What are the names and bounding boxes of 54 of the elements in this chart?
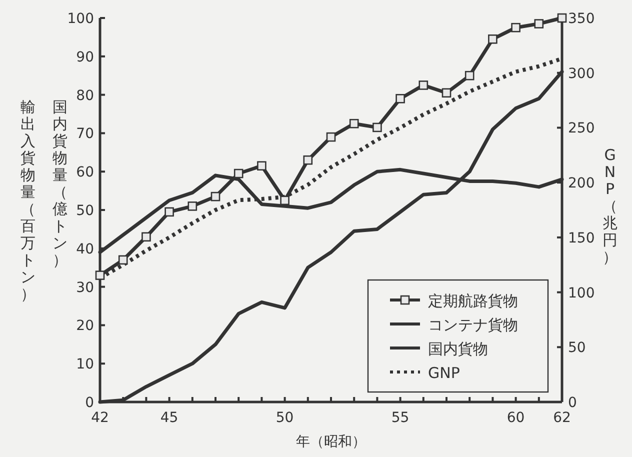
point bbox=[326, 132, 336, 142]
y-tick-label: 70 bbox=[76, 126, 94, 142]
y2-axis-title: GNP（兆円） bbox=[602, 146, 618, 266]
point bbox=[396, 94, 405, 104]
point bbox=[303, 155, 313, 165]
y2-tick-label: 350 bbox=[568, 11, 595, 27]
point bbox=[534, 19, 544, 28]
text: 国内貨物量（億トン） bbox=[52, 98, 68, 269]
y-tick-label: 90 bbox=[76, 49, 94, 66]
y-tick-label: 50 bbox=[76, 203, 94, 219]
point bbox=[349, 118, 359, 128]
y2-tick-label: 100 bbox=[568, 285, 595, 302]
point bbox=[372, 122, 382, 132]
y-tick-label: 80 bbox=[76, 88, 94, 104]
point bbox=[164, 207, 174, 217]
point bbox=[142, 232, 151, 242]
point bbox=[280, 196, 290, 206]
point bbox=[557, 13, 567, 23]
point bbox=[488, 34, 498, 44]
y-tick-label: 100 bbox=[67, 11, 94, 27]
point bbox=[442, 88, 452, 98]
legend-label: GNP bbox=[428, 364, 460, 382]
point bbox=[418, 80, 428, 90]
x-tick-label: 45 bbox=[160, 410, 178, 426]
point bbox=[118, 255, 128, 265]
x-tick-label: 62 bbox=[553, 410, 571, 426]
y2-tick-label: 200 bbox=[568, 176, 595, 192]
y-tick-label: 20 bbox=[76, 318, 94, 334]
y-tick-label: 40 bbox=[76, 241, 94, 258]
point bbox=[464, 70, 474, 80]
point bbox=[188, 202, 198, 211]
point bbox=[95, 270, 105, 280]
x-tick-label: 42 bbox=[91, 410, 109, 426]
legend-label: コンテナ貨物 bbox=[428, 316, 518, 334]
point bbox=[257, 161, 266, 170]
y-tick-label: 30 bbox=[76, 280, 94, 296]
point bbox=[511, 22, 520, 32]
y2-tick-label: 250 bbox=[568, 120, 595, 137]
legend-label: 国内貨物 bbox=[428, 340, 488, 358]
y-tick-label: 10 bbox=[76, 356, 94, 373]
text: 輸出入貨物量（百万トン） bbox=[20, 98, 36, 303]
x-tick-label: 55 bbox=[391, 410, 410, 426]
y2-tick-label: 0 bbox=[568, 395, 577, 411]
y2-tick-label: 150 bbox=[568, 230, 595, 246]
x-axis-title: 年（昭和） bbox=[296, 434, 366, 450]
point bbox=[234, 168, 244, 178]
legend-label: 定期航路貨物 bbox=[428, 292, 518, 310]
y2-tick-label: 300 bbox=[568, 66, 595, 82]
x-tick-label: 60 bbox=[506, 410, 525, 426]
x-tick-label: 50 bbox=[276, 410, 294, 426]
y2-tick-label: 50 bbox=[568, 340, 586, 356]
point bbox=[210, 192, 220, 202]
y-tick-label: 60 bbox=[76, 164, 94, 181]
y-tick-label: 0 bbox=[85, 395, 94, 411]
